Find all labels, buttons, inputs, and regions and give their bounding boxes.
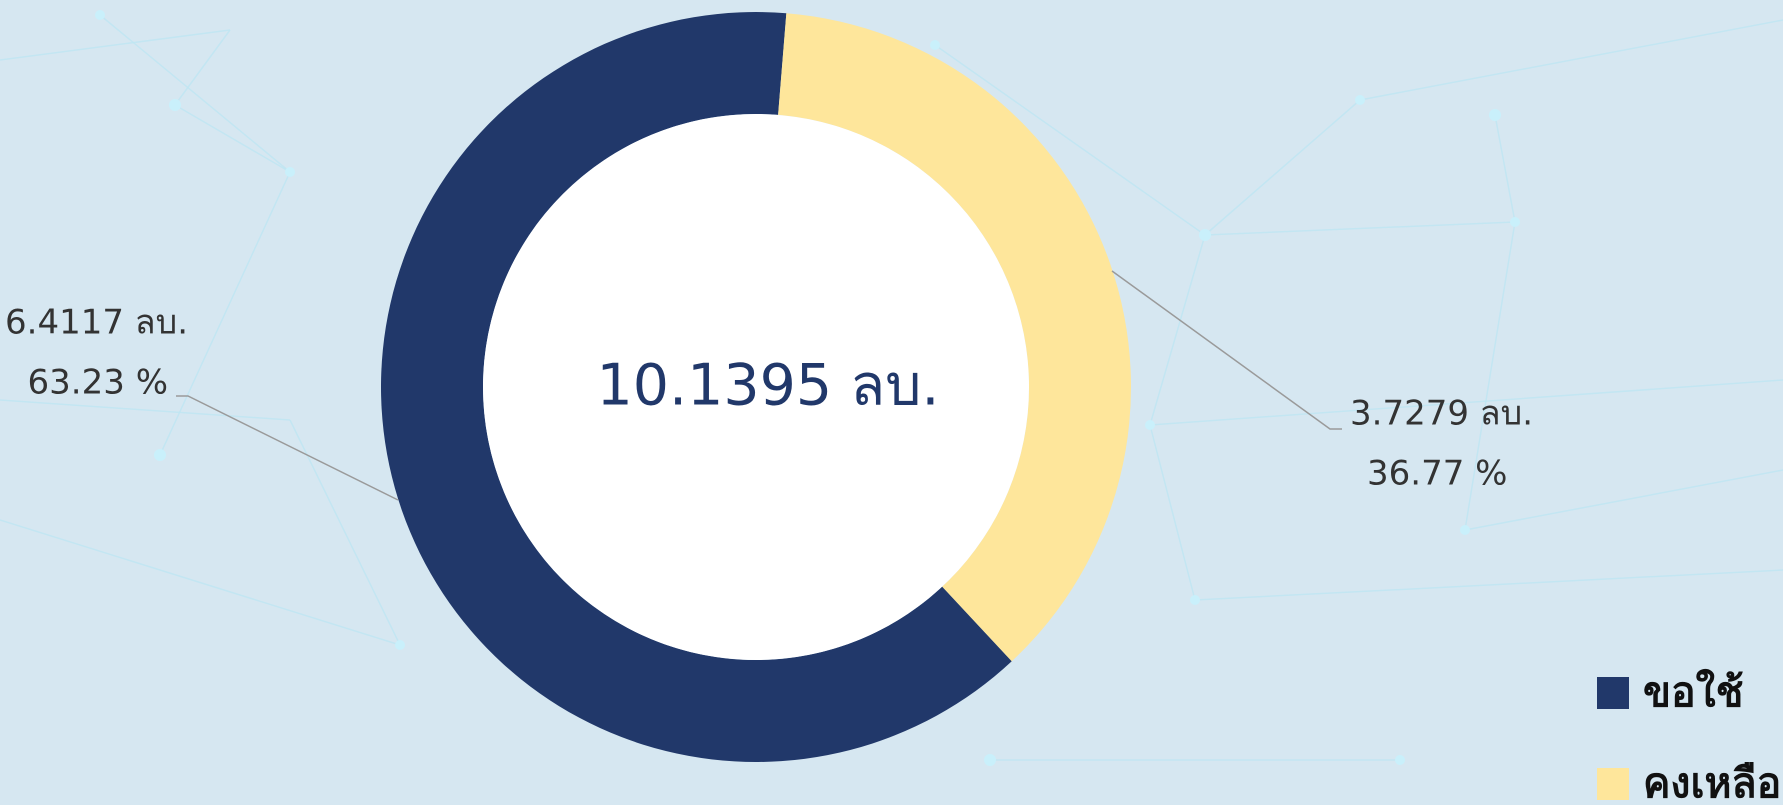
value-label: 3.7279 ลบ. [1350,394,1533,434]
center-total: 10.1395 ลบ. [596,353,939,419]
legend-swatch [1597,768,1629,800]
legend-swatch [1597,677,1629,709]
background-network [0,10,1783,766]
percent-label: 63.23 % [28,363,168,403]
donut-segment [381,12,1012,762]
donut-segment [778,13,1132,662]
value-label: 6.4117 ลบ. [5,303,188,343]
leader-line [176,395,399,501]
donut-hole [483,114,1029,660]
leader-line [1111,270,1342,430]
legend-label: คงเหลือ [1643,759,1781,805]
percent-label: 36.77 % [1367,454,1507,494]
legend-label: ขอใช้ [1643,668,1744,716]
